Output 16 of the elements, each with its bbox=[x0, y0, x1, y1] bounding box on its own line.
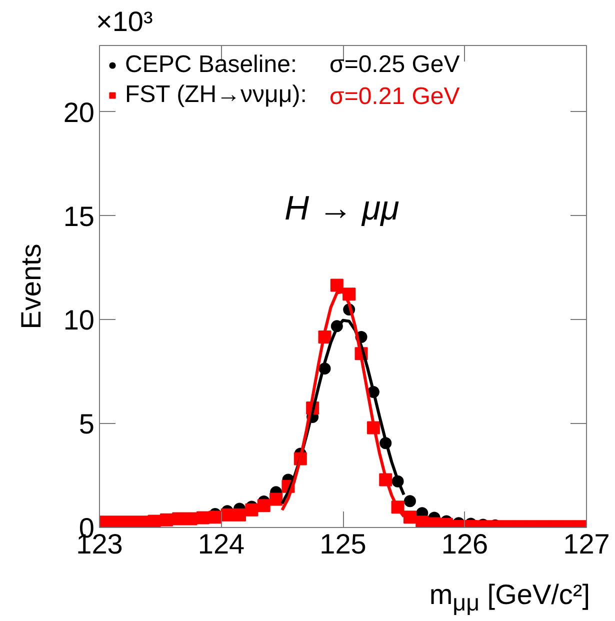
x-tick-label: 124 bbox=[198, 528, 245, 560]
annotation: σ=0.21 GeV bbox=[330, 83, 460, 110]
y-axis-title: Events bbox=[15, 244, 46, 330]
y-tick-label: 15 bbox=[63, 200, 95, 232]
legend-label: FST (ZH→ννμμ): bbox=[125, 81, 307, 109]
text: ×10³ bbox=[95, 5, 153, 39]
x-axis-title: m$_{μμ}$ [GeV/c²] bbox=[428, 578, 590, 618]
y-tick-label: 5 bbox=[78, 408, 95, 440]
x-tick-label: 126 bbox=[441, 528, 488, 560]
annotation: H → μμ bbox=[284, 190, 400, 228]
y-tick-label: 20 bbox=[63, 96, 95, 128]
legend-label: CEPC Baseline: bbox=[125, 51, 298, 79]
y-tick-label: 10 bbox=[63, 304, 95, 336]
annotation: σ=0.25 GeV bbox=[330, 51, 460, 78]
x-tick-label: 125 bbox=[320, 528, 366, 560]
x-tick-label: 127 bbox=[563, 528, 610, 560]
